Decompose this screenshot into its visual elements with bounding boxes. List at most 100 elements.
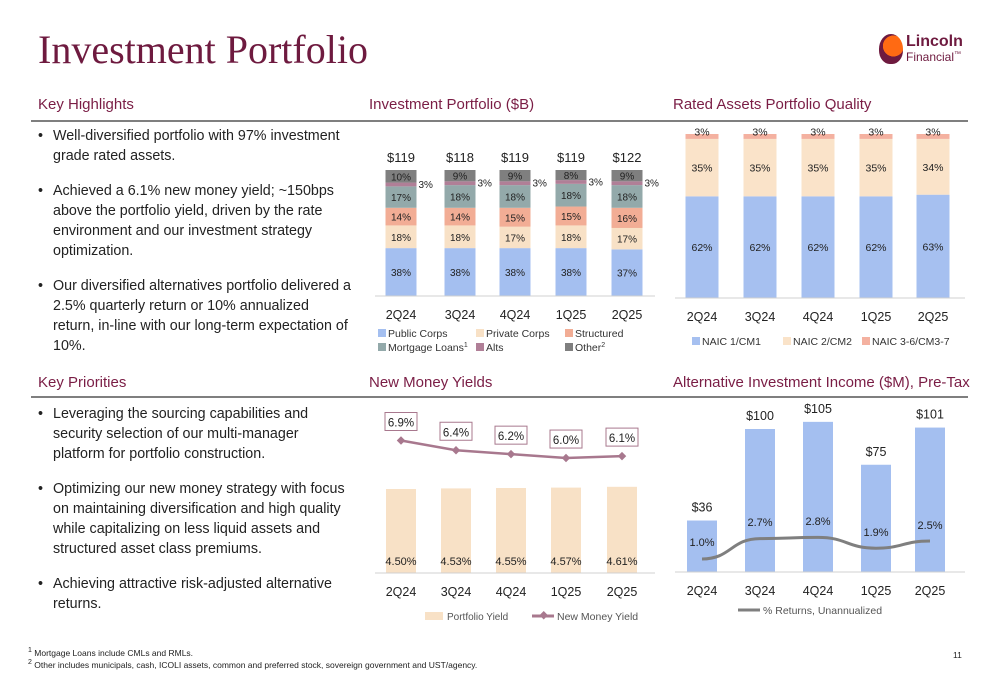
portfolio-data-label: 9%	[620, 172, 635, 183]
portfolio-data-label: 38%	[561, 268, 581, 279]
portfolio-yield-label: 4.53%	[440, 556, 471, 568]
returns-label: 2.5%	[917, 520, 942, 532]
list-item: Leveraging the sourcing capabilities and…	[38, 404, 353, 464]
portfolio-data-label: 38%	[505, 268, 525, 279]
quality-bar-segment	[801, 196, 835, 298]
alt-income-bar	[861, 464, 891, 572]
portfolio-legend-label: Private Corps	[486, 328, 550, 340]
portfolio-data-label: 18%	[505, 192, 525, 203]
yields-tick-label: 3Q24	[441, 585, 472, 599]
portfolio-total-label: $118	[446, 150, 474, 165]
alts-tick-label: 2Q24	[687, 584, 718, 598]
portfolio-bar-segment	[385, 207, 417, 226]
quality-data-label: 35%	[807, 163, 828, 175]
list-item: Achieved a 6.1% new money yield; ~150bps…	[38, 181, 353, 261]
quality-bar-segment	[859, 196, 893, 298]
quality-data-label: 62%	[749, 242, 770, 254]
portfolio-legend-swatch	[476, 343, 484, 351]
returns-legend-label: % Returns, Unannualized	[763, 605, 882, 617]
quality-data-label: 62%	[807, 242, 828, 254]
portfolio-total-label: $119	[387, 150, 415, 165]
quality-data-label: 35%	[691, 163, 712, 175]
list-item: Our diversified alternatives portfolio d…	[38, 276, 353, 356]
portfolio-yield-label: 4.61%	[606, 556, 637, 568]
new-money-yield-legend-marker	[539, 611, 548, 620]
portfolio-yield-label: 4.55%	[495, 556, 526, 568]
quality-legend-label: NAIC 1/CM1	[702, 336, 761, 348]
quality-legend-swatch	[692, 337, 700, 345]
list-item: Achieving attractive risk-adjusted alter…	[38, 574, 353, 614]
quality-tick-label: 1Q25	[861, 310, 892, 324]
new-money-yield-label: 6.1%	[609, 433, 635, 445]
portfolio-total-label: $122	[613, 150, 642, 165]
portfolio-yield-label: 4.50%	[385, 556, 416, 568]
quality-bar-segment	[743, 138, 777, 197]
portfolio-bar-segment	[385, 225, 417, 249]
portfolio-bar-segment	[555, 170, 587, 181]
portfolio-legend-swatch	[476, 329, 484, 337]
new-money-yield-label-box	[549, 429, 583, 449]
alts-tick-label: 4Q24	[803, 584, 834, 598]
divider	[31, 396, 968, 398]
portfolio-legend-swatch	[378, 329, 386, 337]
portfolio-data-label: 3%	[589, 177, 604, 188]
quality-data-label: 34%	[922, 162, 943, 174]
yields-tick-label: 2Q24	[386, 585, 417, 599]
portfolio-bar-segment	[385, 182, 417, 187]
portfolio-bar-segment	[611, 170, 643, 182]
portfolio-bar-segment	[611, 185, 643, 208]
quality-tick-label: 2Q25	[918, 310, 949, 324]
portfolio-data-label: 15%	[561, 212, 581, 223]
quality-legend-label: NAIC 2/CM2	[793, 336, 852, 348]
portfolio-data-label: 17%	[505, 233, 525, 244]
logo-line1: Lincoln	[906, 32, 963, 50]
alt-income-bar	[745, 429, 775, 572]
portfolio-yield-label: 4.57%	[550, 556, 581, 568]
section-key-priorities: Key Priorities	[38, 374, 127, 391]
quality-legend-swatch	[862, 337, 870, 345]
yields-tick-label: 4Q24	[496, 585, 527, 599]
portfolio-bar-segment	[555, 225, 587, 249]
section-rated-assets: Rated Assets Portfolio Quality	[673, 96, 872, 113]
portfolio-data-label: 18%	[617, 192, 637, 203]
new-money-yield-label: 6.2%	[498, 431, 524, 443]
new-money-yield-label-box	[384, 412, 418, 431]
section-new-money-yields: New Money Yields	[369, 374, 493, 391]
quality-data-label: 35%	[865, 163, 886, 175]
portfolio-data-label: 38%	[391, 268, 411, 279]
portfolio-bar-segment	[611, 207, 643, 228]
portfolio-bar-segment	[499, 248, 531, 296]
portfolio-bar-segment	[499, 226, 531, 249]
new-money-yield-marker	[506, 449, 516, 459]
portfolio-total-label: $119	[557, 150, 585, 165]
lincoln-portrait-icon	[879, 34, 903, 64]
portfolio-yield-legend-swatch	[425, 612, 443, 620]
lincoln-logo: Lincoln Financial™	[879, 32, 963, 64]
portfolio-data-label: 18%	[450, 233, 470, 244]
portfolio-data-label: 9%	[508, 172, 523, 183]
quality-data-label: 35%	[749, 163, 770, 175]
returns-label: 2.7%	[747, 517, 772, 529]
logo-line2: Financial	[906, 49, 955, 64]
portfolio-data-label: 14%	[450, 213, 470, 224]
returns-label: 1.0%	[689, 537, 714, 549]
alt-income-label: $105	[804, 402, 832, 416]
quality-data-label: 63%	[922, 241, 943, 253]
new-money-yield-label: 6.9%	[388, 418, 414, 430]
portfolio-bar-segment	[444, 181, 476, 186]
priorities-list: Leveraging the sourcing capabilities and…	[38, 404, 353, 629]
portfolio-data-label: 18%	[561, 191, 581, 202]
quality-bar-segment	[916, 138, 950, 195]
new-money-yield-marker	[396, 436, 406, 445]
portfolio-bar-segment	[444, 248, 476, 296]
alt-income-label: $36	[692, 501, 713, 515]
quality-data-label: 62%	[691, 242, 712, 254]
portfolio-data-label: 3%	[645, 179, 660, 190]
page-number: 11	[953, 650, 962, 660]
portfolio-yield-bar	[496, 488, 526, 573]
portfolio-bar-segment	[444, 207, 476, 226]
quality-bar-segment	[916, 134, 950, 139]
portfolio-data-label: 14%	[391, 213, 411, 224]
portfolio-data-label: 17%	[617, 235, 637, 246]
